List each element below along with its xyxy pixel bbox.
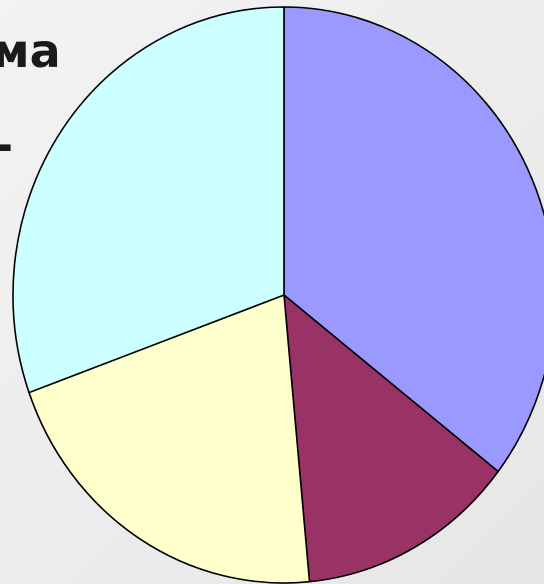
- pie-slice-3: [28, 294, 311, 584]
- pie-slice-2: [283, 294, 499, 583]
- slide-title-fragment: ма: [0, 24, 61, 78]
- pie-slice-4: [12, 6, 285, 394]
- slide-title-fragment-dash: -: [0, 122, 13, 168]
- pie-slice-1: [283, 6, 544, 473]
